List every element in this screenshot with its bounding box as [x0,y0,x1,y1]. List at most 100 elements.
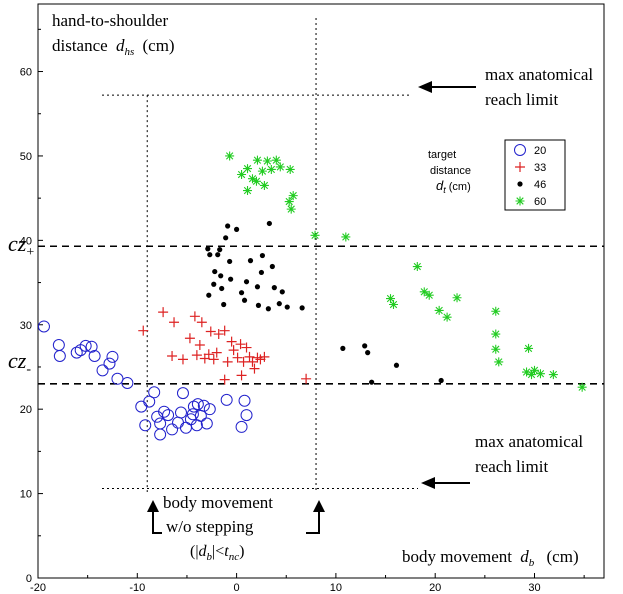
point-series-60 [243,164,253,174]
legend-title-var: d [436,178,444,193]
legend-label-60: 60 [534,196,546,208]
point-series-46 [340,345,346,351]
point-series-33 [219,325,230,336]
point-series-20 [96,364,109,377]
point-series-60 [237,170,247,180]
data-points [37,151,587,441]
reach-limit-bottom-arrowhead [421,477,435,489]
x-tick-label: 0 [234,582,240,594]
point-series-46 [211,281,217,287]
point-series-60 [388,300,398,310]
bracket-left [152,506,162,534]
point-series-20 [85,340,98,353]
cz-minus-main: cz [8,348,27,373]
point-series-46 [207,252,213,258]
point-series-33 [301,373,312,384]
y-axis-title-var: d [116,36,125,55]
point-series-20 [154,428,167,441]
point-series-46 [247,258,254,264]
point-series-20 [70,346,83,359]
x-tick-label: 20 [429,582,441,594]
point-series-46 [259,252,266,259]
point-series-60 [491,344,501,354]
point-series-46 [266,220,272,227]
point-series-46 [258,269,265,276]
point-series-33 [222,356,233,367]
plot-frame [37,3,605,579]
point-series-20 [103,357,116,370]
point-series-20 [154,417,167,430]
point-series-20 [174,406,187,419]
point-series-20 [52,339,65,352]
point-series-33 [138,325,149,336]
point-series-60 [434,305,444,315]
point-series-20 [166,423,179,436]
point-series-20 [179,421,192,434]
point-series-33 [241,342,252,353]
point-series-20 [135,400,148,413]
point-series-33 [169,317,180,328]
point-series-46 [223,235,229,241]
point-series-33 [196,317,207,328]
cz-plus-main: cz [8,231,27,256]
stepping-condition-mid: |< [212,543,224,560]
point-series-60 [310,230,320,240]
point-series-20 [88,349,101,362]
reach-limit-top-arrowhead [418,81,432,93]
y-tick-label: 20 [20,404,32,416]
point-series-33 [158,307,169,318]
point-series-60 [524,343,534,353]
x-axis-title-text: body movement [402,547,512,566]
legend-label-20: 20 [534,145,546,157]
point-series-33 [247,356,258,367]
legend-title-unit: (cm) [449,181,471,193]
y-tick-label: 50 [20,151,32,163]
point-series-46 [221,301,227,308]
point-series-46 [284,304,290,310]
point-series-60 [257,166,267,176]
point-series-20 [111,372,124,385]
legend: target distance dt (cm) 20 33 46 60 [428,139,566,211]
point-series-46 [205,246,211,252]
point-series-33 [194,340,205,351]
legend-marker-20 [514,144,526,156]
point-series-20 [187,400,200,413]
reach-limit-bottom-line1: max anatomical [475,432,583,451]
point-series-33 [259,351,270,362]
point-series-33 [255,354,266,365]
cz-minus-sub: - [26,362,31,377]
point-series-20 [197,399,210,412]
x-tick-label: 10 [330,582,342,594]
stepping-condition-open: (| [190,543,199,560]
point-series-46 [393,362,400,368]
point-series-33 [184,333,195,344]
legend-label-46: 46 [534,179,546,191]
point-series-20 [238,394,251,407]
point-series-20 [106,350,119,363]
point-series-60 [386,294,396,304]
point-series-46 [362,343,368,349]
point-series-33 [249,363,260,374]
point-series-20 [139,419,152,432]
point-series-60 [275,162,285,172]
point-series-60 [494,357,504,367]
x-tick-label: -20 [30,582,46,594]
point-series-46 [369,379,375,385]
point-series-60 [286,204,296,214]
point-series-46 [365,350,371,356]
point-series-46 [228,276,234,282]
legend-label-33: 33 [534,162,546,174]
point-series-60 [251,176,261,186]
legend-marker-60 [515,196,525,206]
reach-limit-top-line2: reach limit [485,90,558,109]
reach-limit-top-line1: max anatomical [485,65,593,84]
point-series-20 [235,420,248,433]
point-series-20 [240,409,253,422]
point-series-33 [236,370,247,381]
point-series-46 [219,285,225,292]
point-series-20 [74,344,87,357]
point-series-46 [299,305,305,311]
point-series-60 [424,290,434,300]
point-series-46 [254,284,261,290]
y-axis-title-sub: hs [124,46,134,58]
